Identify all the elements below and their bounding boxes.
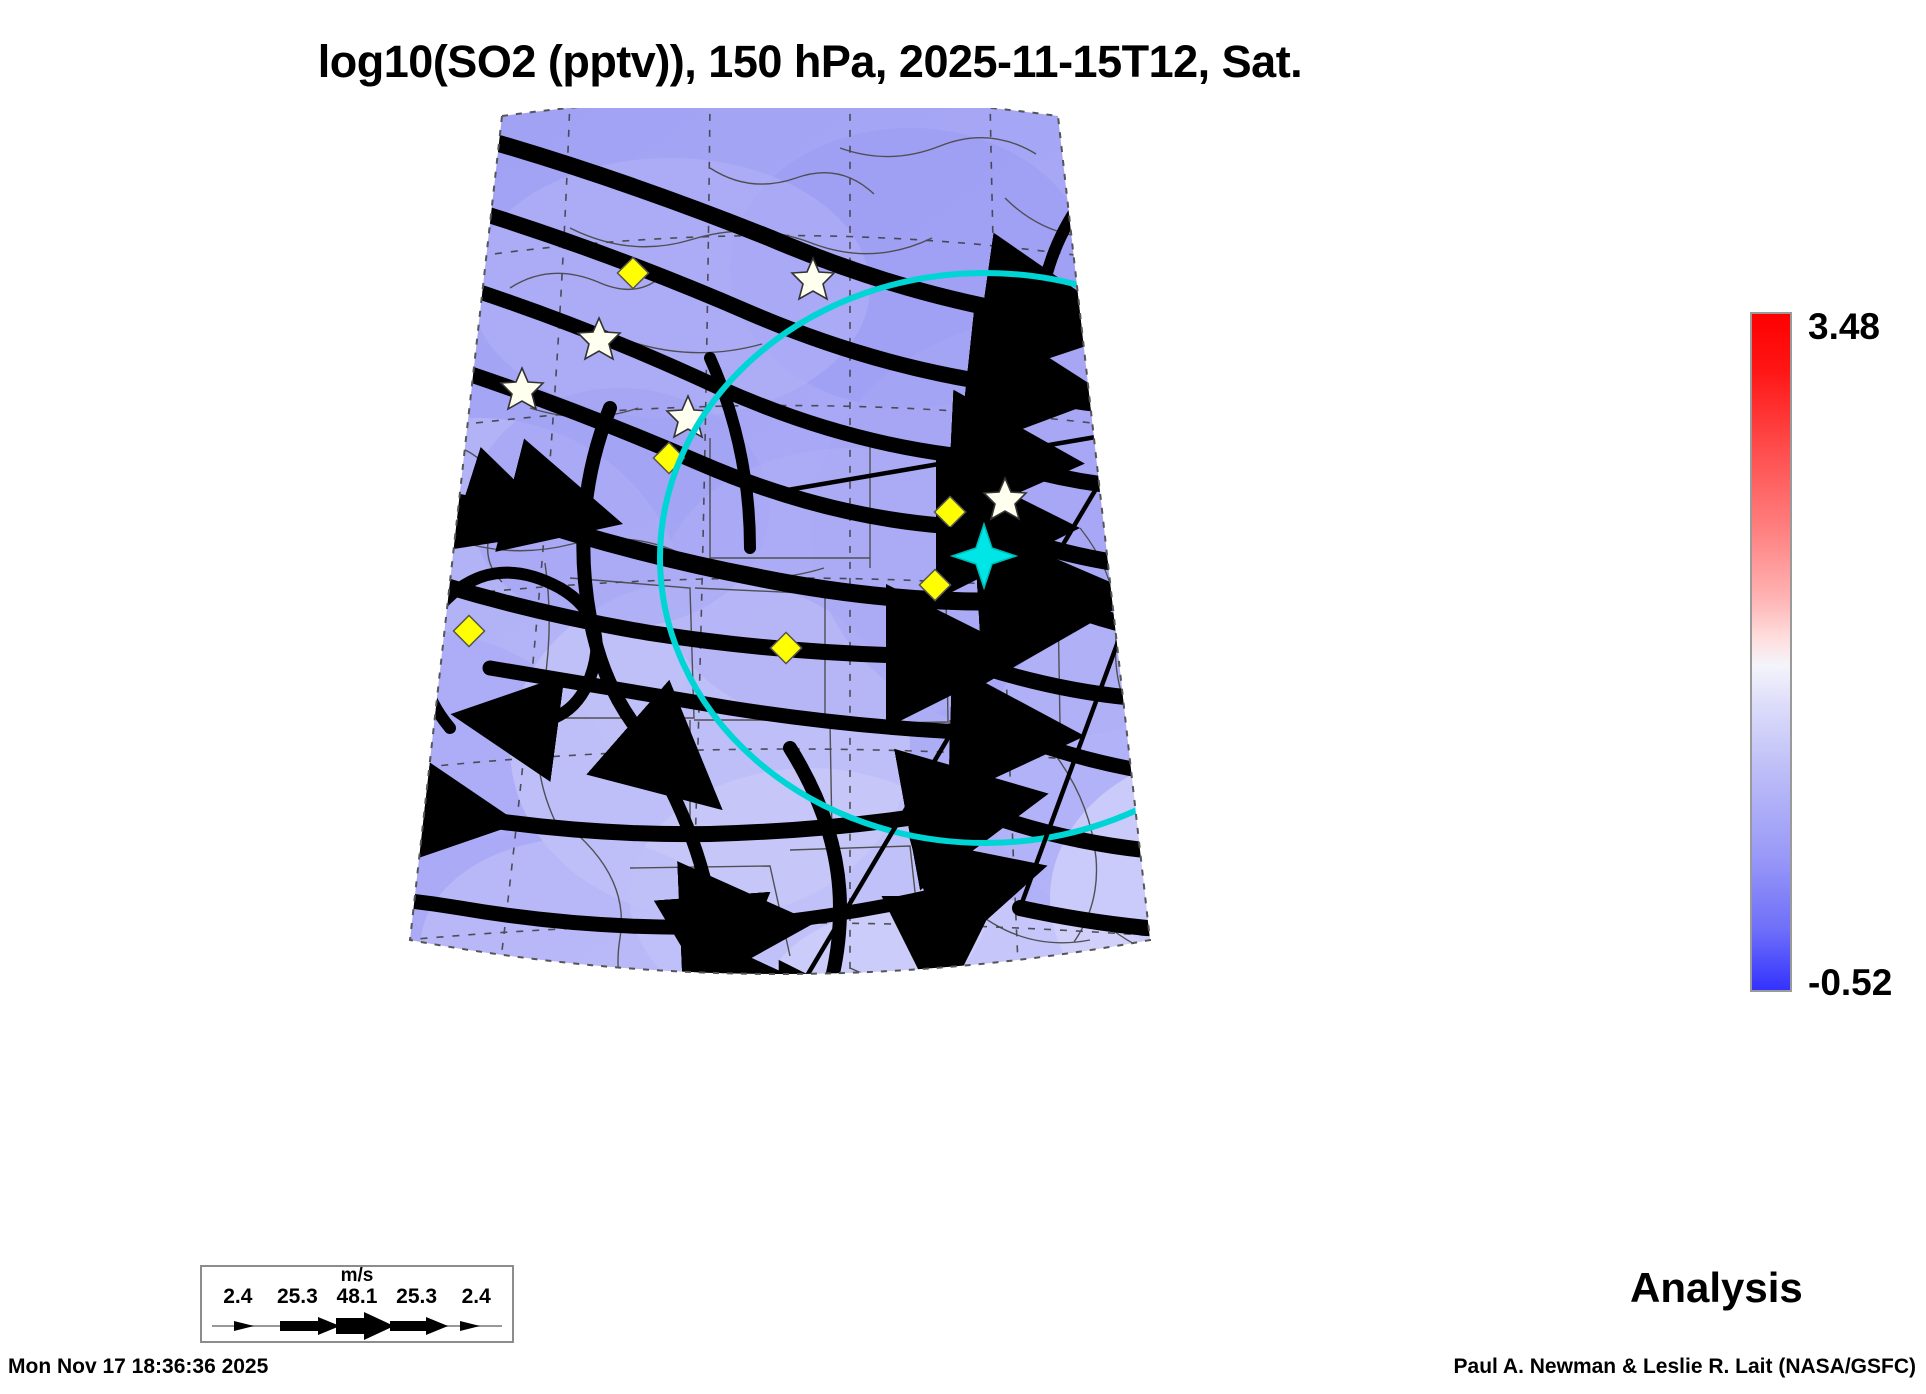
- center-star-marker: [949, 521, 1019, 591]
- wind-legend-values: 2.4 25.3 48.1 25.3 2.4: [208, 1285, 506, 1309]
- page-title: log10(SO2 (pptv)), 150 hPa, 2025-11-15T1…: [317, 36, 1303, 87]
- wind-value-2: 48.1: [336, 1285, 378, 1308]
- wind-value-3: 25.3: [396, 1285, 438, 1308]
- range-ring: [657, 270, 1150, 846]
- map-plot[interactable]: [150, 108, 1410, 1038]
- wind-legend-arrows: [212, 1312, 502, 1340]
- analysis-label: Analysis: [1630, 1264, 1803, 1311]
- diamond-markers: [452, 256, 967, 665]
- timestamp-label: Mon Nov 17 18:36:36 2025: [8, 1355, 269, 1378]
- wind-legend-unit: m/s: [340, 1265, 374, 1286]
- colorbar-gradient[interactable]: [1750, 312, 1792, 992]
- map-svg: [408, 108, 1152, 975]
- colorbar-max-label: 3.48: [1808, 306, 1881, 347]
- wind-value-0: 2.4: [223, 1285, 253, 1308]
- colorbar-min-label: -0.52: [1808, 962, 1893, 1003]
- wind-value-4: 2.4: [461, 1285, 491, 1308]
- wind-value-1: 25.3: [276, 1285, 318, 1308]
- wind-speed-legend: m/s 2.4 25.3 48.1 25.3 2.4: [200, 1265, 514, 1343]
- colorbar[interactable]: 3.48 -0.52: [1750, 306, 1926, 1012]
- map-field-layer: [410, 108, 1150, 974]
- credit-label: Paul A. Newman & Leslie R. Lait (NASA/GS…: [1453, 1355, 1916, 1378]
